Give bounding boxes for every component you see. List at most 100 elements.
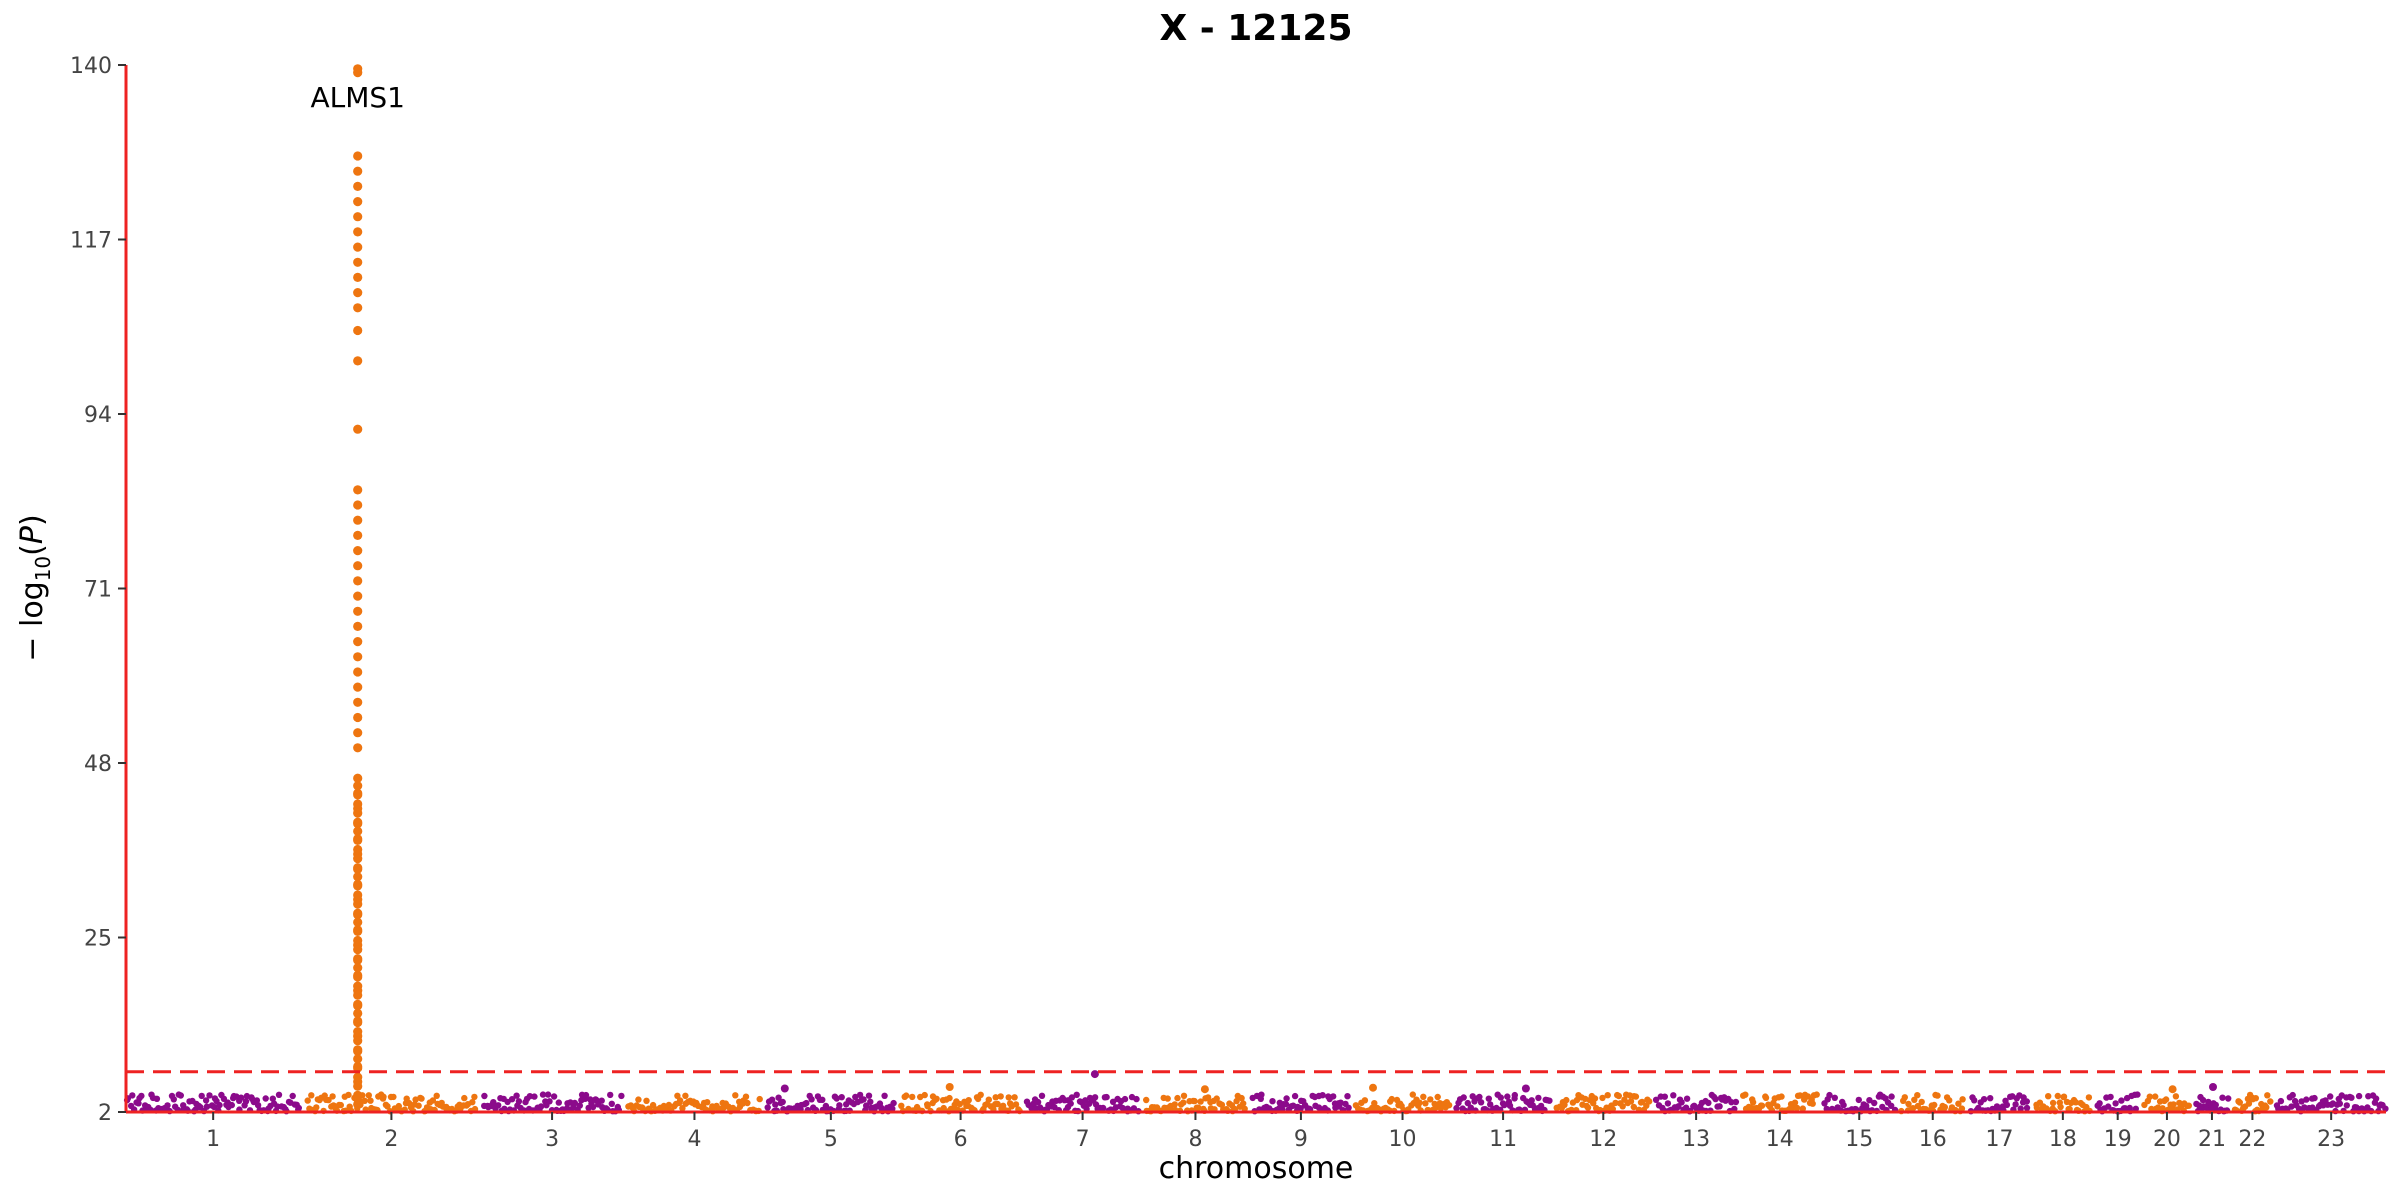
peak-data-point [353,799,363,809]
data-point [1195,1104,1202,1111]
data-point [289,1092,296,1100]
data-point [2049,1099,2057,1107]
data-point [361,1097,368,1105]
peak-data-point [353,606,363,616]
peak-data-point [353,1090,363,1100]
data-point [965,1097,972,1104]
data-point [992,1094,999,1101]
data-point [1344,1093,1351,1100]
data-point [415,1102,422,1109]
data-point [164,1102,171,1109]
data-point [365,1092,372,1099]
data-point [890,1099,897,1107]
data-point [589,1103,597,1111]
peak-data-point [353,999,363,1009]
data-point [2085,1094,2093,1101]
data-point [1067,1100,1074,1107]
peak-data-point [353,227,363,237]
data-point [2185,1102,2192,1109]
data-point [1012,1101,1020,1108]
data-point [2152,1093,2159,1100]
data-point [682,1092,689,1100]
data-point [2132,1105,2139,1113]
data-point [1453,1104,1460,1112]
data-point [2382,1105,2389,1112]
notable-data-point [2168,1085,2177,1094]
data-point [242,1098,250,1105]
peak-data-point [353,515,363,525]
data-point [772,1101,779,1108]
peak-data-point [353,424,363,434]
data-point [550,1093,558,1100]
peak-data-point [353,963,363,973]
data-point [1959,1096,1966,1103]
data-point [1728,1099,1735,1106]
peak-data-point [353,954,363,964]
data-point [1855,1096,1863,1104]
data-point [1793,1104,1801,1112]
data-point [1283,1095,1290,1102]
data-point [1619,1103,1626,1110]
data-point [1258,1091,1265,1098]
data-point [921,1091,928,1099]
data-point [1905,1100,1912,1108]
peak-data-point [353,899,363,909]
data-point [1652,1096,1660,1104]
data-point [1615,1092,1623,1100]
data-point [1789,1104,1796,1112]
data-point [1330,1093,1337,1100]
data-point [1501,1101,1508,1109]
data-point [1038,1092,1046,1100]
data-point [618,1092,625,1100]
data-point [1911,1096,1918,1104]
data-point [2107,1093,2114,1101]
x-tick-label: 15 [1845,1127,1873,1152]
data-point [1627,1098,1635,1105]
data-point [742,1093,750,1100]
peak-data-point [353,972,363,982]
peak-data-point [353,546,363,556]
data-point [1416,1099,1423,1106]
data-point [764,1104,771,1111]
data-point [508,1096,516,1103]
data-point [1240,1100,1247,1107]
data-point [2289,1091,2296,1099]
x-axis-label: chromosome [1159,1151,1354,1186]
data-point [756,1095,763,1103]
data-point [2057,1103,2064,1111]
data-point [539,1091,547,1098]
peak-data-point [353,1045,363,1055]
data-point [1813,1091,1820,1098]
data-point [1485,1095,1493,1102]
data-point [903,1092,910,1099]
data-point [1630,1103,1638,1111]
x-tick-label: 14 [1766,1127,1794,1152]
y-tick-label: 25 [84,927,112,952]
peak-data-point [353,1099,363,1109]
data-point [2172,1093,2180,1100]
data-point [1337,1099,1344,1106]
data-point [1670,1092,1677,1099]
data-point [2134,1091,2141,1098]
peak-data-point [353,981,363,991]
x-tick-label: 9 [1294,1127,1308,1152]
data-point [1467,1104,1475,1111]
data-point [138,1092,145,1100]
peak-data-point [353,863,363,873]
data-point [881,1092,888,1100]
data-point [1632,1093,1640,1100]
data-point [471,1093,478,1101]
data-point [1469,1093,1476,1100]
notable-data-point [1090,1070,1099,1079]
notable-data-point [945,1083,954,1091]
data-point [997,1093,1004,1100]
data-point [275,1091,283,1099]
data-point [775,1094,782,1101]
peak-data-point [353,773,363,783]
data-point [2311,1094,2318,1102]
peak-data-point [353,817,363,827]
data-point [1476,1093,1483,1101]
data-point [1646,1098,1653,1105]
peak-data-point [353,151,363,161]
peak-data-point [353,990,363,1000]
